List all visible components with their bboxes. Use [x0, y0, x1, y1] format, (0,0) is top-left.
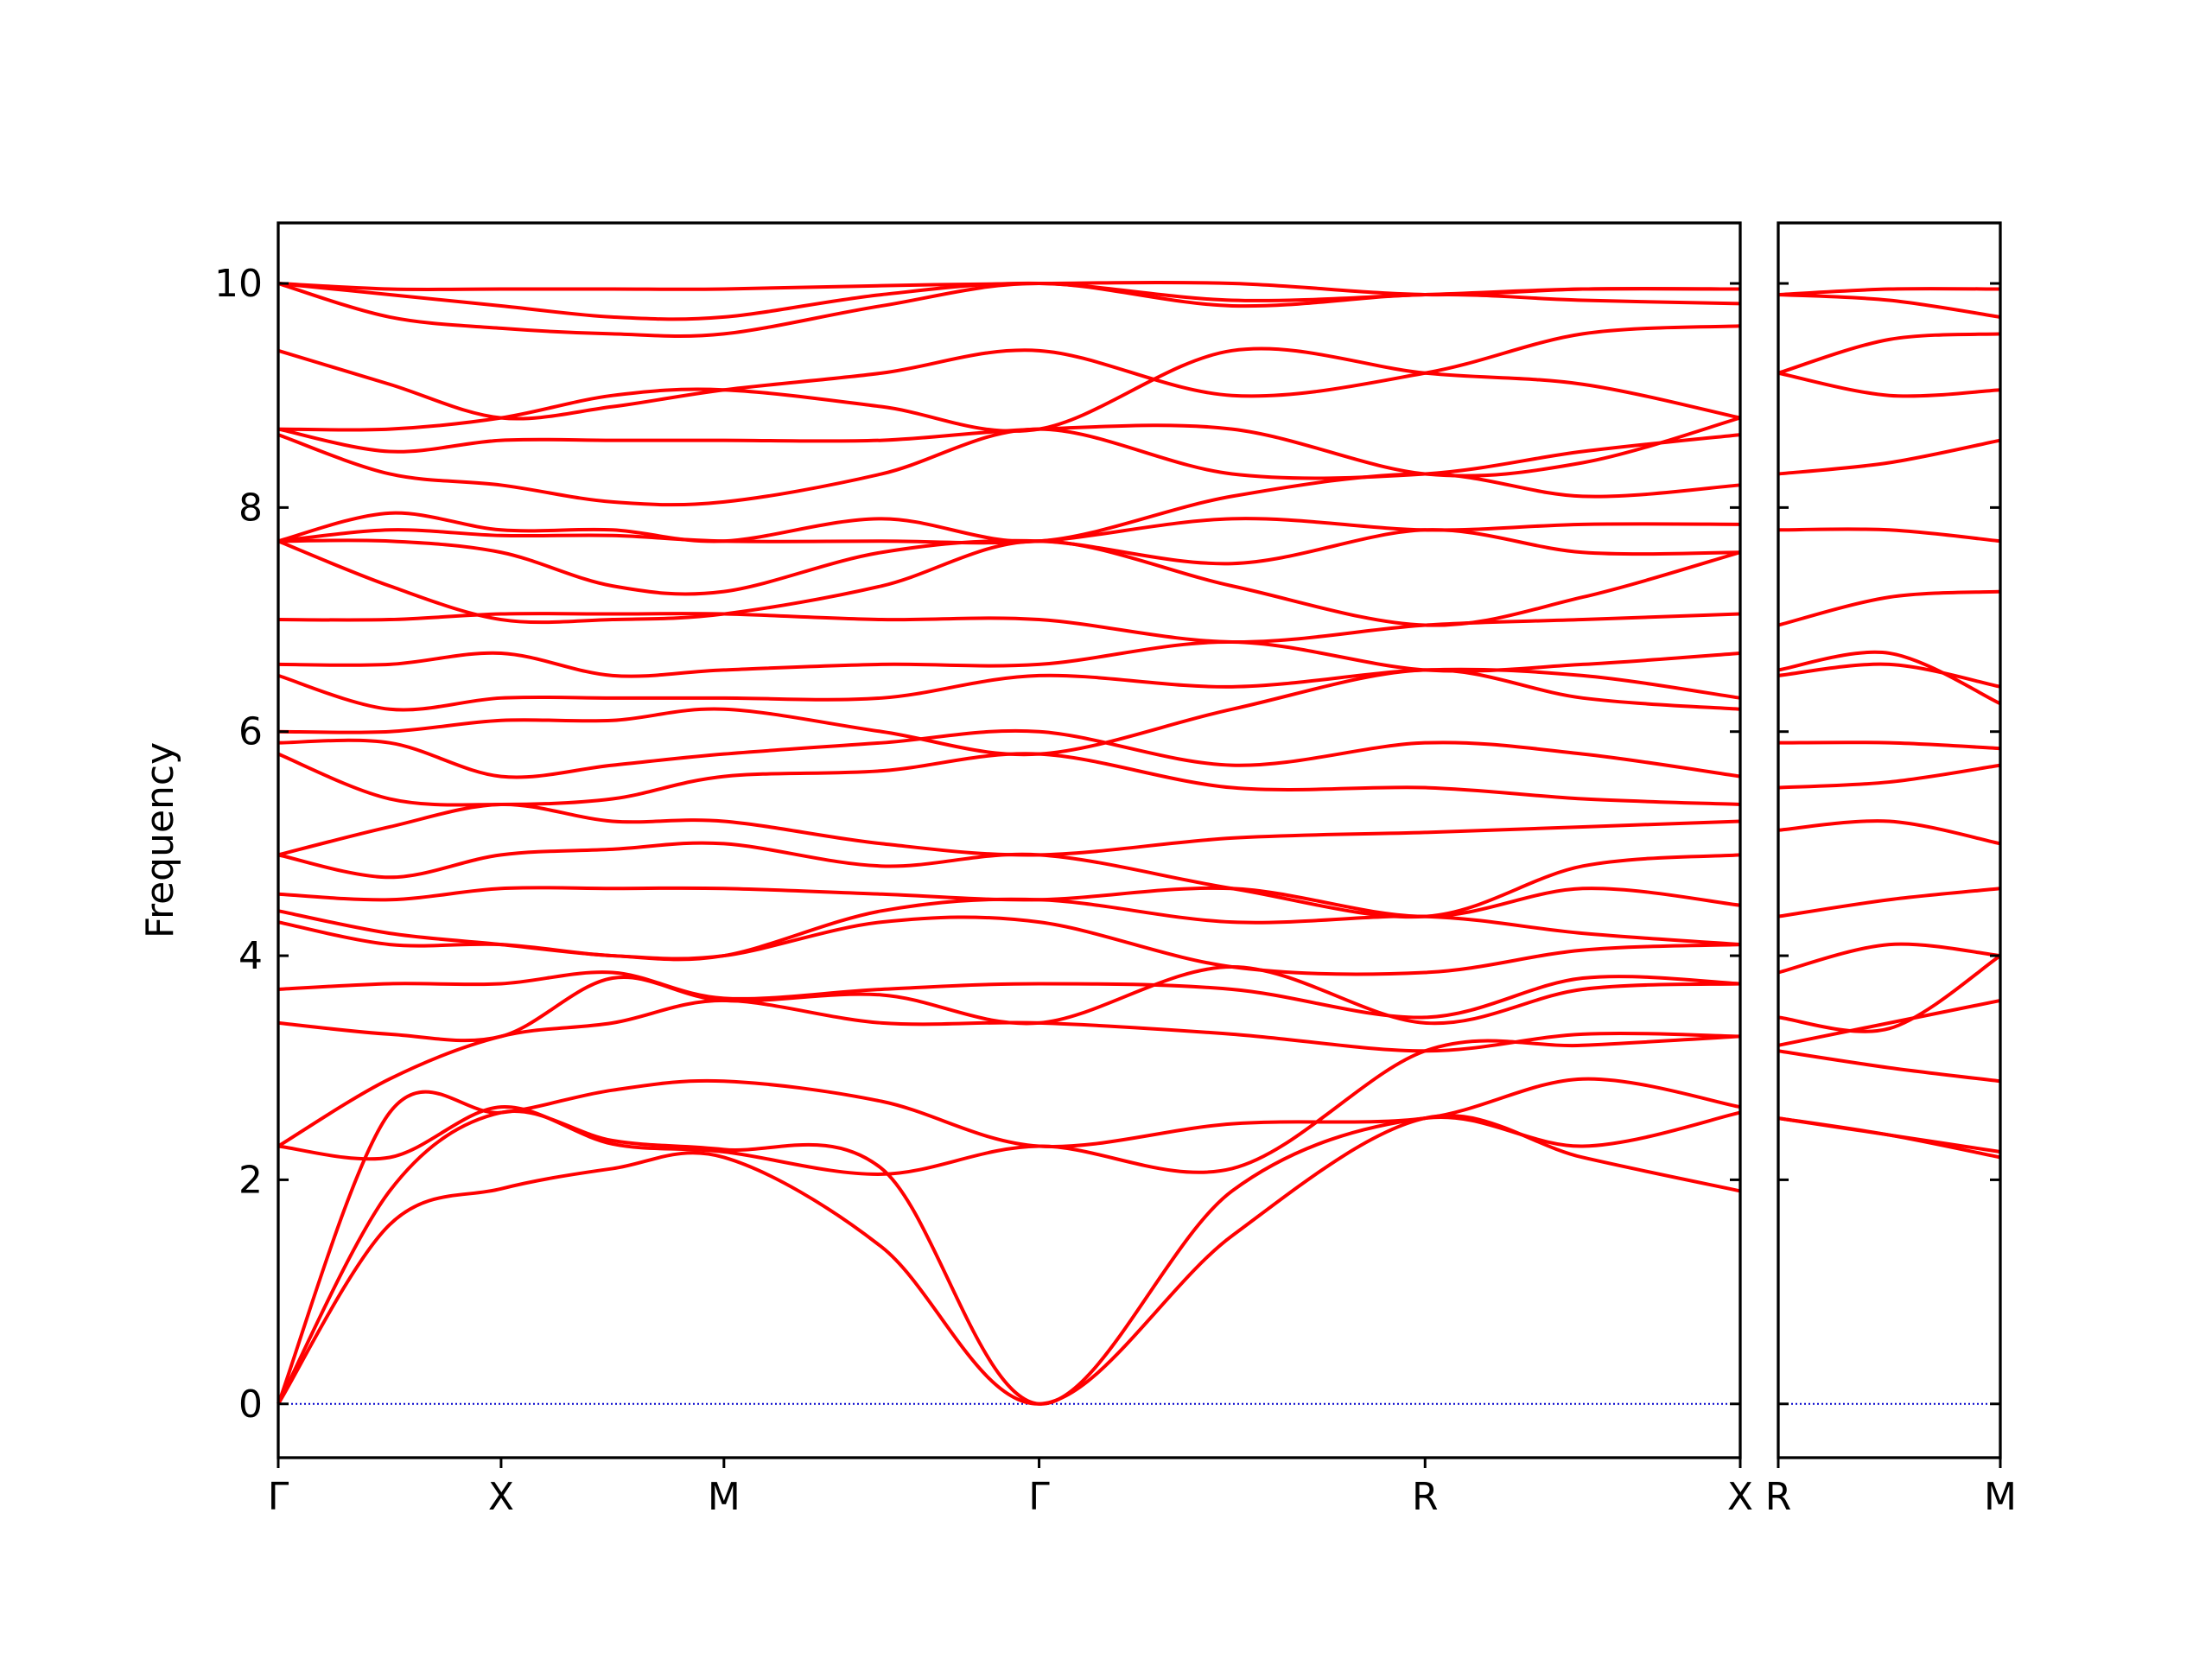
band-line	[276, 998, 1741, 1148]
band-line	[277, 1034, 1741, 1176]
band-line	[1777, 942, 2001, 975]
y-tick-label: 8	[238, 486, 263, 530]
axes-frame	[1777, 221, 2002, 1459]
axes-frame	[276, 221, 1742, 1459]
band-line	[277, 324, 1741, 421]
band-line	[1777, 1049, 2001, 1084]
band-line	[1777, 438, 2001, 476]
band-line	[1777, 371, 2001, 398]
y-tick-label: 10	[214, 262, 263, 306]
band-line	[1777, 650, 2001, 706]
x-tick-label: M	[708, 1475, 741, 1519]
x-tick-label: M	[1984, 1475, 2017, 1519]
band-line	[277, 282, 1741, 339]
band-line	[277, 897, 1741, 962]
y-tick-label: 6	[238, 710, 263, 754]
band-line	[277, 539, 1741, 627]
band-line	[277, 416, 1741, 478]
y-axis-label: Frequency	[138, 742, 182, 938]
band-line	[1777, 741, 2001, 751]
band-line	[277, 427, 1741, 507]
y-tick-label: 0	[238, 1382, 263, 1427]
band-line	[277, 517, 1741, 545]
band-line	[277, 886, 1741, 918]
band-line	[277, 639, 1741, 678]
band-line	[1777, 589, 2001, 627]
band-line	[1777, 292, 2001, 319]
band-line	[277, 472, 1741, 543]
band-line	[277, 970, 1741, 1020]
x-tick-label: X	[1727, 1475, 1753, 1519]
band-line	[1777, 887, 2001, 918]
band-line	[277, 803, 1741, 857]
y-tick-label: 2	[238, 1158, 263, 1202]
band-line	[1777, 332, 2001, 375]
x-tick-label: R	[1412, 1475, 1439, 1519]
band-line	[1777, 527, 2001, 543]
band-line	[276, 1077, 1741, 1405]
band-line	[277, 965, 1741, 1043]
band-line	[277, 346, 1741, 433]
band-line	[276, 1114, 1741, 1406]
band-line	[1777, 819, 2001, 846]
band-line	[1777, 662, 2001, 689]
band-line	[1777, 1116, 2001, 1154]
band-line	[277, 668, 1741, 757]
band-line	[277, 841, 1741, 919]
x-tick-label: Γ	[268, 1475, 289, 1519]
band-line	[277, 280, 1741, 297]
band-line	[277, 667, 1741, 712]
x-tick-label: R	[1765, 1475, 1792, 1519]
band-line	[1777, 954, 2002, 1033]
band-line	[1777, 763, 2001, 790]
band-line	[277, 728, 1741, 779]
band-line	[276, 1109, 1741, 1406]
x-tick-label: Γ	[1028, 1475, 1050, 1519]
band-line	[277, 752, 1741, 807]
band-line	[277, 528, 1741, 596]
band-line	[1777, 287, 2001, 296]
y-tick-label: 4	[238, 934, 263, 978]
band-line	[1777, 998, 2001, 1047]
x-tick-label: X	[488, 1475, 514, 1519]
